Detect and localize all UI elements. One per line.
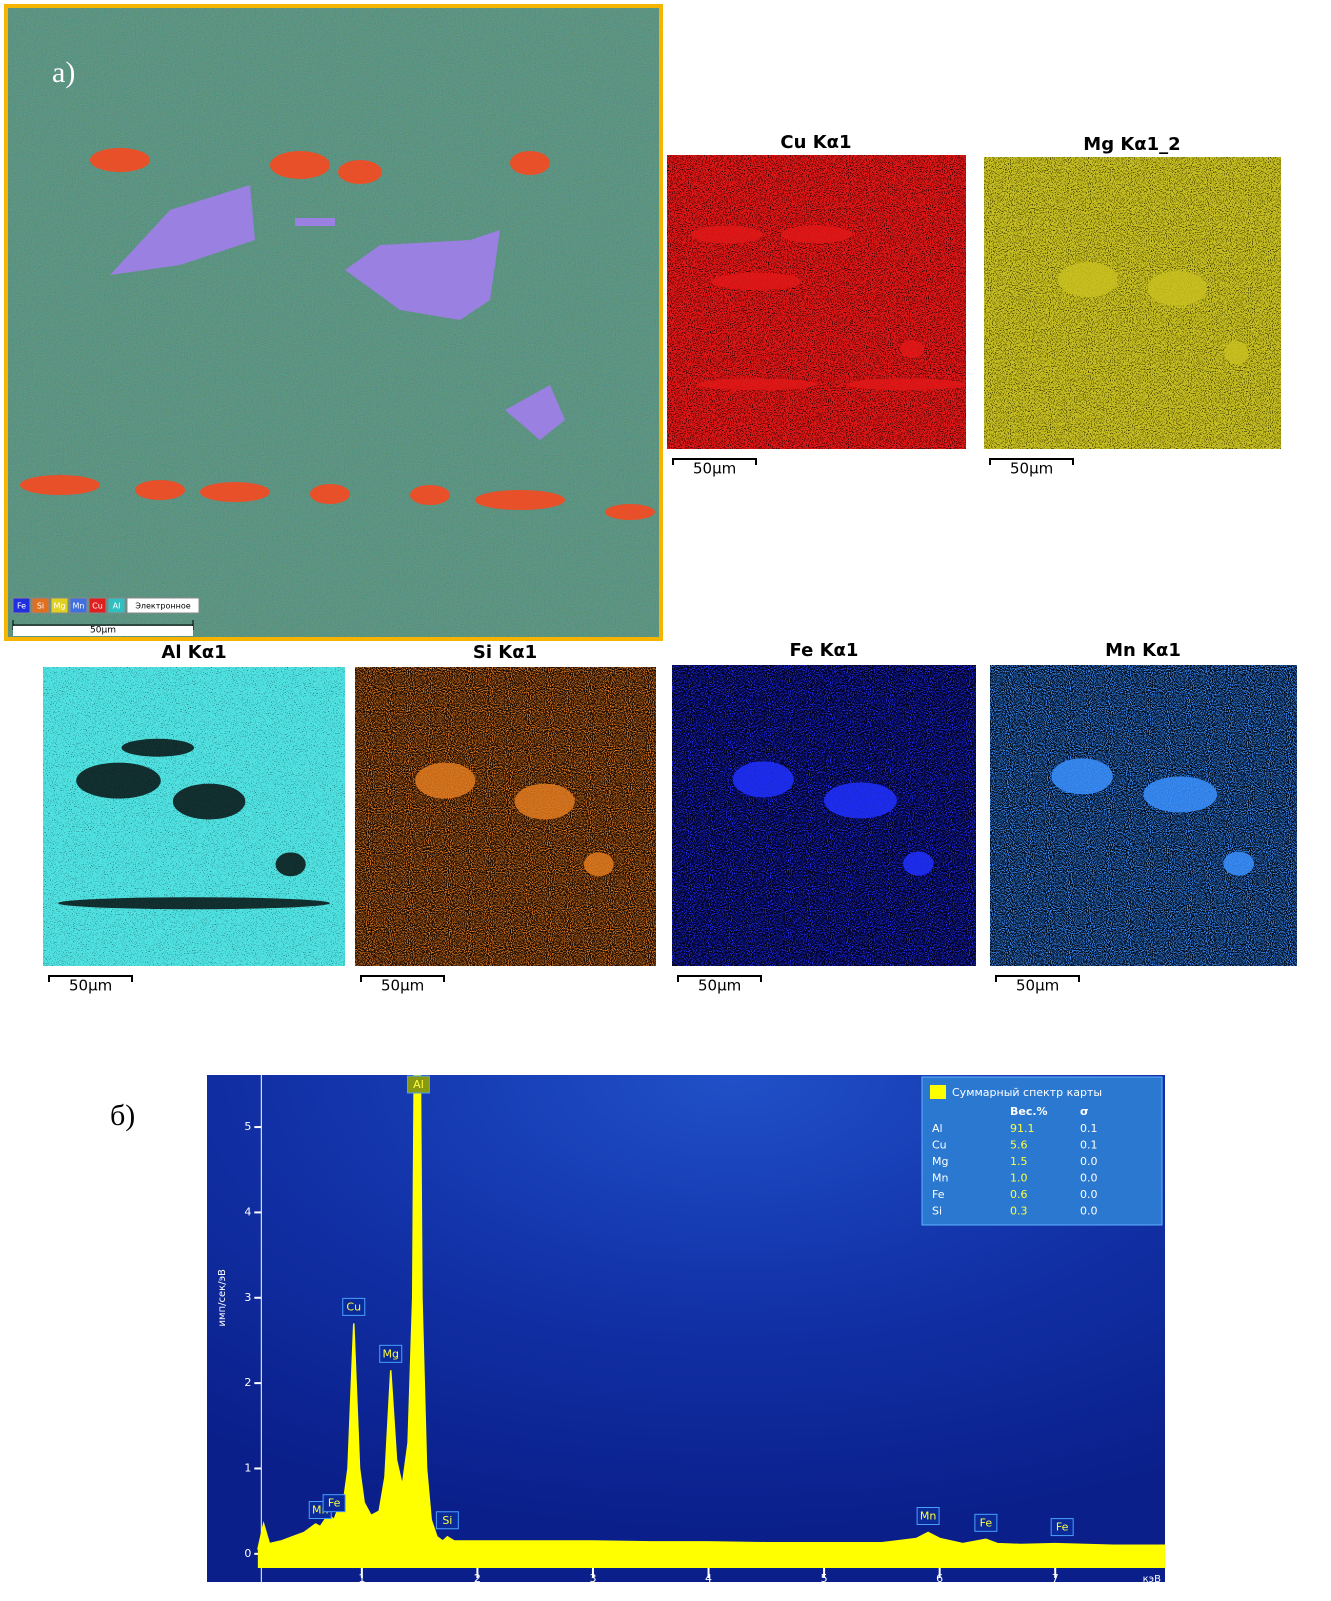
x-tick-label: 2 xyxy=(474,1572,481,1585)
map-title: Mg Kα1_2 xyxy=(1083,134,1180,155)
x-tick-label: 3 xyxy=(589,1572,596,1585)
legend-cell: Fe xyxy=(932,1188,945,1201)
map-feature xyxy=(1144,776,1218,812)
x-axis-label: кэВ xyxy=(1143,1574,1162,1585)
legend-cell: 5.6 xyxy=(1010,1139,1028,1152)
legend-cell: 0.1 xyxy=(1080,1122,1098,1135)
page: {"figure":{"label_a":"а)","label_b":"б)"… xyxy=(0,0,1331,1601)
map-feature xyxy=(697,378,817,390)
map-feature xyxy=(900,340,924,358)
legend-cell: Al xyxy=(932,1122,943,1135)
map-feature xyxy=(781,226,853,244)
x-tick-label: 7 xyxy=(1052,1572,1059,1585)
map-feature xyxy=(58,897,330,909)
y-tick-label: 3 xyxy=(244,1291,251,1304)
map-title: Cu Kα1 xyxy=(780,132,851,153)
panel-label: а) xyxy=(52,56,75,89)
x-tick-label: 6 xyxy=(936,1572,943,1585)
map-title: Al Kα1 xyxy=(161,642,226,663)
y-tick-label: 2 xyxy=(244,1376,251,1389)
peak-label: Fe xyxy=(980,1516,993,1529)
y-tick-label: 0 xyxy=(244,1547,251,1560)
legend-label: Fe xyxy=(17,602,26,611)
composite-scale: 50µm xyxy=(90,626,116,636)
peak-label: Cu xyxy=(346,1300,361,1313)
legend-label: Mn xyxy=(73,602,85,611)
map-feature xyxy=(276,852,306,876)
peak-label: Fe xyxy=(328,1497,341,1510)
map-title: Si Kα1 xyxy=(473,642,537,663)
legend-cell: 91.1 xyxy=(1010,1122,1035,1135)
y-tick-label: 4 xyxy=(244,1205,251,1218)
map-feature xyxy=(712,273,802,291)
legend-label: Mg xyxy=(54,602,66,611)
map-feature xyxy=(1147,271,1206,306)
peak-label: Fe xyxy=(1056,1521,1069,1534)
map-feature xyxy=(515,784,575,820)
x-tick-label: 5 xyxy=(821,1572,828,1585)
composite-map: Fe Si Mg Mn Cu Al Электронное 50µm а) xyxy=(6,6,661,639)
scale-label: 50µm xyxy=(698,977,741,995)
map-feature xyxy=(733,761,794,797)
map-feature xyxy=(122,739,194,757)
legend-cell: 0.6 xyxy=(1010,1188,1028,1201)
scale-label: 50µm xyxy=(693,460,736,478)
figure: Fe Si Mg Mn Cu Al Электронное 50µm а) б) Cu Kα… xyxy=(0,0,1331,1601)
scale-label: 50µm xyxy=(381,977,424,995)
map-feature xyxy=(1223,852,1254,876)
legend-cell: 0.0 xyxy=(1080,1205,1098,1218)
map-feature xyxy=(584,852,614,876)
map-signal xyxy=(355,667,656,966)
map-feature xyxy=(846,378,966,390)
map-feature xyxy=(691,226,763,244)
map-feature xyxy=(903,852,933,876)
legend-cell: 0.1 xyxy=(1080,1139,1098,1152)
legend-cell: Mg xyxy=(932,1155,948,1168)
legend-cell: Si xyxy=(932,1205,942,1218)
panel-label: б) xyxy=(110,1099,135,1132)
legend-cell: Mn xyxy=(932,1172,948,1185)
x-tick-label: 1 xyxy=(358,1572,365,1585)
legend-cell: 1.5 xyxy=(1010,1155,1028,1168)
legend-label: Cu xyxy=(92,602,103,611)
map-feature xyxy=(824,782,897,818)
peak-label: Al xyxy=(413,1078,424,1091)
y-tick-label: 1 xyxy=(244,1461,251,1474)
scale-label: 50µm xyxy=(69,977,112,995)
map-title: Fe Kα1 xyxy=(790,640,859,661)
legend-box xyxy=(922,1077,1162,1225)
legend-label: Si xyxy=(37,602,44,611)
map-title: Mn Kα1 xyxy=(1105,640,1181,661)
map-signal xyxy=(672,665,976,966)
legend-cell: 0.0 xyxy=(1080,1155,1098,1168)
map-signal xyxy=(990,665,1297,966)
map-feature xyxy=(1225,341,1249,364)
map-feature xyxy=(76,763,161,799)
map-feature xyxy=(1058,262,1117,297)
scale-label: 50µm xyxy=(1010,460,1053,478)
legend-label: Al xyxy=(113,602,121,611)
peak-label: Si xyxy=(442,1514,452,1527)
legend-cell: Cu xyxy=(932,1139,947,1152)
legend-title: Суммарный спектр карты xyxy=(952,1086,1102,1099)
map-feature xyxy=(1051,758,1112,794)
legend-cell: 0.0 xyxy=(1080,1172,1098,1185)
peak-label: Mn xyxy=(920,1509,936,1522)
peak-label: Mg xyxy=(382,1347,398,1360)
map-signal xyxy=(667,155,966,449)
map-feature xyxy=(173,784,245,820)
legend-cell: 0.0 xyxy=(1080,1188,1098,1201)
legend-label: Электронное xyxy=(135,602,190,611)
map-signal xyxy=(984,157,1281,449)
legend-header: σ xyxy=(1080,1105,1089,1118)
scale-label: 50µm xyxy=(1016,977,1059,995)
legend-header: Вес.% xyxy=(1010,1105,1048,1118)
legend-cell: 1.0 xyxy=(1010,1172,1028,1185)
y-tick-label: 5 xyxy=(244,1120,251,1133)
x-tick-label: 4 xyxy=(705,1572,712,1585)
legend-swatch xyxy=(930,1085,946,1099)
y-axis-label: имп/сек/эВ xyxy=(217,1269,228,1326)
legend-cell: 0.3 xyxy=(1010,1205,1028,1218)
map-feature xyxy=(415,763,475,799)
